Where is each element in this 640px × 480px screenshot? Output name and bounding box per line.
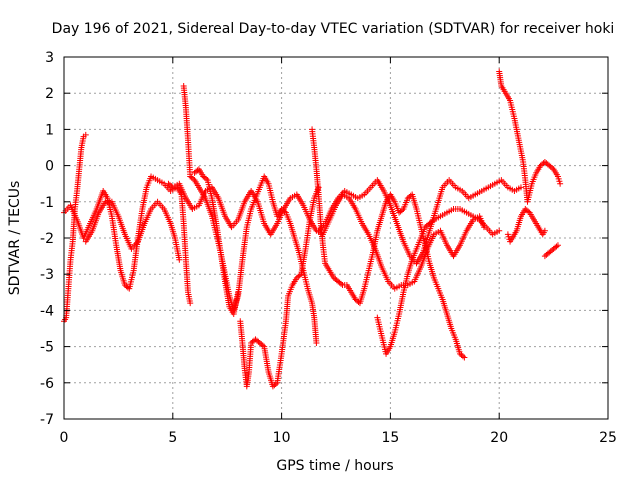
data-point <box>203 175 210 182</box>
series-track-g <box>237 184 322 390</box>
data-point <box>557 180 564 187</box>
data-point <box>296 272 303 279</box>
data-point <box>176 256 183 263</box>
data-point <box>187 300 194 307</box>
series-track-l <box>504 206 548 245</box>
data-point <box>235 289 242 296</box>
data-point <box>259 342 266 349</box>
x-tick-label: 0 <box>60 430 69 446</box>
data-point <box>554 242 561 249</box>
data-point <box>429 218 436 225</box>
series-track-d <box>180 82 320 346</box>
y-tick-label: 0 <box>45 159 54 175</box>
data-point <box>517 184 524 191</box>
data-point <box>338 280 345 287</box>
data-point <box>194 167 201 174</box>
data-point <box>459 353 466 360</box>
x-tick-label: 25 <box>599 430 617 446</box>
grid-layer <box>64 57 608 419</box>
data-point <box>399 207 406 214</box>
series-track-c <box>82 198 183 263</box>
data-point <box>461 354 468 361</box>
x-tick-label: 5 <box>168 430 177 446</box>
y-tick-label: 1 <box>45 122 54 138</box>
y-axis-label: SDTVAR / TECUs <box>7 181 23 296</box>
series-track-j <box>374 206 503 357</box>
y-tick-label: 3 <box>45 50 54 66</box>
data-point <box>525 208 532 215</box>
data-point <box>541 227 548 234</box>
chart-title: Day 196 of 2021, Sidereal Day-to-day VTE… <box>52 21 615 37</box>
data-point <box>549 165 556 172</box>
y-tick-label: -2 <box>40 231 54 247</box>
x-tick-label: 20 <box>490 430 508 446</box>
y-tick-labels: -7 -6 -5 -4 -3 -2 -1 0 1 2 3 <box>40 50 54 428</box>
series-track-e <box>165 180 487 292</box>
data-point <box>553 243 560 250</box>
series-track-h <box>309 126 468 361</box>
data-point <box>190 175 197 182</box>
x-axis-label: GPS time / hours <box>276 458 393 474</box>
x-tick-label: 15 <box>381 430 399 446</box>
data-point <box>272 381 279 388</box>
x-tick-labels: 0 5 10 15 20 25 <box>60 430 617 446</box>
series-track-a <box>61 131 89 325</box>
y-tick-label: -7 <box>40 412 54 428</box>
y-tick-label: -1 <box>40 195 54 211</box>
series-track-f <box>191 166 242 318</box>
marks-layer <box>61 68 564 390</box>
data-point <box>313 339 320 346</box>
ticks-layer <box>63 56 609 420</box>
series-track-k <box>496 68 564 205</box>
y-tick-label: -3 <box>40 267 54 283</box>
y-tick-label: 2 <box>45 86 54 102</box>
y-tick-label: -4 <box>40 303 54 319</box>
data-point <box>496 227 503 234</box>
y-tick-label: -5 <box>40 340 54 356</box>
series-track-i <box>315 177 524 267</box>
x-tick-label: 10 <box>273 430 291 446</box>
data-point <box>82 131 89 138</box>
y-tick-label: -6 <box>40 376 54 392</box>
series-track-m <box>541 242 561 260</box>
